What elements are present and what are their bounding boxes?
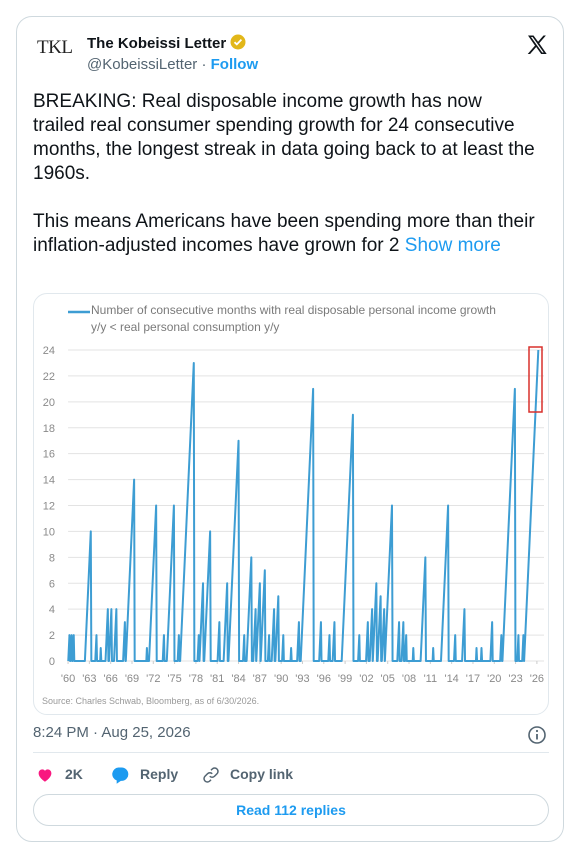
y-tick-label: 6 — [49, 578, 55, 590]
like-count[interactable]: 2K — [65, 766, 83, 782]
y-tick-label: 4 — [49, 604, 55, 616]
highlight-box — [528, 346, 543, 413]
author-name[interactable]: The Kobeissi Letter — [87, 34, 246, 52]
x-tick-label: '90 — [274, 673, 288, 685]
y-tick-label: 10 — [43, 526, 55, 538]
tweet-card: TKL The Kobeissi Letter @KobeissiLetter … — [16, 16, 564, 842]
y-tick-label: 16 — [43, 449, 55, 461]
x-tick-label: '26 — [530, 673, 544, 685]
x-tick-label: '60 — [61, 673, 75, 685]
paragraph: This means Americans have been spending … — [33, 211, 535, 256]
copy-link-button[interactable]: Copy link — [230, 766, 294, 782]
y-tick-label: 20 — [43, 397, 55, 409]
x-tick-label: '23 — [508, 673, 522, 685]
x-tick-label: '20 — [487, 673, 501, 685]
info-icon[interactable] — [527, 725, 547, 745]
x-tick-label: '63 — [82, 673, 96, 685]
x-tick-label: '87 — [253, 673, 267, 685]
chart-image[interactable]: Source: Charles Schwab, Bloomberg, as of… — [33, 293, 549, 715]
x-tick-label: '02 — [359, 673, 373, 685]
y-tick-label: 12 — [43, 501, 55, 513]
tweet-text: BREAKING: Real disposable income growth … — [33, 90, 538, 282]
y-tick-label: 18 — [43, 423, 55, 435]
source: Source: Charles Schwab, Bloomberg, as of… — [42, 696, 259, 706]
x-tick-label: '14 — [444, 673, 458, 685]
y-tick-label: 22 — [43, 371, 55, 383]
x-tick-label: '66 — [104, 673, 118, 685]
y-tick-label: 24 — [43, 345, 55, 357]
chart: Source: Charles Schwab, Bloomberg, as of… — [42, 310, 544, 706]
x-tick-label: '75 — [167, 673, 181, 685]
reply-button[interactable]: Reply — [140, 766, 179, 782]
x-tick-label: '72 — [146, 673, 160, 685]
x-tick-label: '17 — [466, 673, 480, 685]
follow-button[interactable]: Follow — [210, 56, 259, 73]
reply-icon[interactable] — [110, 765, 130, 785]
read-replies-button[interactable]: Read 112 replies — [33, 794, 549, 826]
separator: · — [201, 56, 207, 73]
y-tick-label: 8 — [49, 552, 55, 564]
x-tick-label: '81 — [210, 673, 224, 685]
handle-line: @KobeissiLetter · Follow — [87, 56, 258, 73]
x-tick-label: '08 — [402, 673, 416, 685]
y-tick-label: 0 — [49, 656, 55, 668]
paragraph: BREAKING: Real disposable income growth … — [33, 91, 535, 184]
author[interactable]: The Kobeissi Letter — [87, 35, 227, 52]
show-more[interactable]: Show more — [404, 235, 501, 256]
verified-badge — [230, 34, 246, 50]
x-tick-label: '84 — [231, 673, 245, 685]
data-line — [67, 349, 540, 662]
handle[interactable]: @KobeissiLetter — [87, 56, 198, 73]
paragraph-wrap: This means Americans have been spending … — [33, 210, 538, 258]
y-tick-label: 2 — [49, 630, 55, 642]
x-tick-label: '93 — [295, 673, 309, 685]
x-tick-label: '78 — [189, 673, 203, 685]
x-tick-label: '96 — [317, 673, 331, 685]
x-tick-label: '69 — [125, 673, 139, 685]
like-icon[interactable] — [36, 766, 54, 784]
x-tick-label: '05 — [381, 673, 395, 685]
link-icon[interactable] — [201, 765, 221, 785]
x-tick-label: '99 — [338, 673, 352, 685]
x-tick-label: '11 — [424, 673, 438, 685]
avatar[interactable]: TKL — [37, 37, 73, 58]
divider — [33, 752, 549, 753]
timestamp[interactable]: 8:24 PM · Aug 25, 2026 — [33, 724, 191, 741]
y-tick-label: 14 — [43, 475, 55, 487]
legend-label: Number of consecutive months with real d… — [91, 303, 496, 334]
x-logo[interactable] — [525, 33, 549, 57]
